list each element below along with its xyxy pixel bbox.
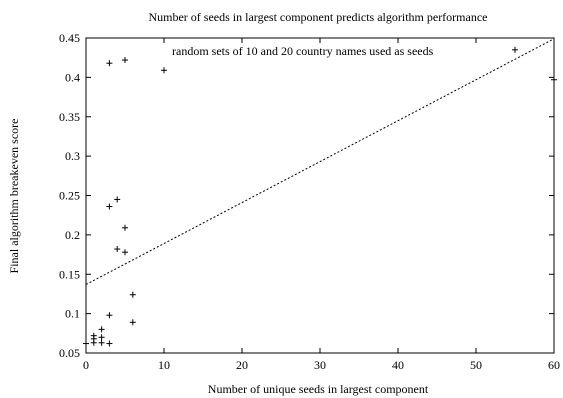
- x-tick-label: 20: [236, 358, 248, 372]
- y-tick-label: 0.4: [65, 70, 80, 84]
- legend-entry: random sets of 10 and 20 country names u…: [172, 44, 434, 58]
- data-point: [98, 339, 105, 346]
- axis-ticks: 0 10 20 30 40 50 60 0.05 0.1 0.15 0.2 0.25 0.3 0.35 0.…: [59, 31, 560, 372]
- data-point: [106, 203, 113, 210]
- data-point: [122, 249, 128, 256]
- data-point: [98, 334, 105, 341]
- x-tick-label: 0: [83, 358, 89, 372]
- plot-frame: [85, 37, 555, 354]
- y-tick-label: 0.35: [59, 110, 80, 124]
- y-tick-label: 0.1: [65, 307, 80, 321]
- trend-line-layer: [85, 38, 555, 285]
- data-point: [512, 46, 518, 53]
- data-point: [129, 291, 136, 298]
- x-axis-label: Number of unique seeds in largest compon…: [208, 382, 429, 396]
- data-point: [122, 57, 128, 64]
- data-point: [106, 60, 113, 67]
- data-point: [106, 312, 113, 319]
- y-tick-label: 0.05: [59, 346, 80, 360]
- data-point: [122, 224, 128, 231]
- chart-title: Number of seeds in largest component pre…: [148, 10, 487, 24]
- plot-area: [85, 37, 555, 354]
- data-point: [114, 196, 121, 203]
- y-tick-label: 0.3: [65, 149, 80, 163]
- x-tick-label: 60: [548, 358, 560, 372]
- x-tick-label: 10: [158, 358, 170, 372]
- x-tick-label: 40: [392, 358, 404, 372]
- y-tick-label: 0.15: [59, 267, 80, 281]
- y-axis-label: Final algorithm breakeven score: [7, 119, 21, 274]
- data-point: [161, 67, 167, 74]
- y-tick-label: 0.2: [65, 228, 80, 242]
- trend-line: [85, 38, 555, 285]
- data-point: [98, 326, 105, 333]
- data-point: [129, 319, 136, 326]
- y-tick-label: 0.45: [59, 31, 80, 45]
- data-points: [83, 46, 557, 347]
- data-point: [551, 76, 557, 83]
- x-tick-label: 50: [470, 358, 482, 372]
- data-point: [114, 246, 121, 253]
- data-point: [90, 332, 97, 339]
- x-tick-label: 30: [314, 358, 326, 372]
- data-point: [83, 340, 89, 347]
- y-tick-label: 0.25: [59, 189, 80, 203]
- data-point: [106, 340, 113, 347]
